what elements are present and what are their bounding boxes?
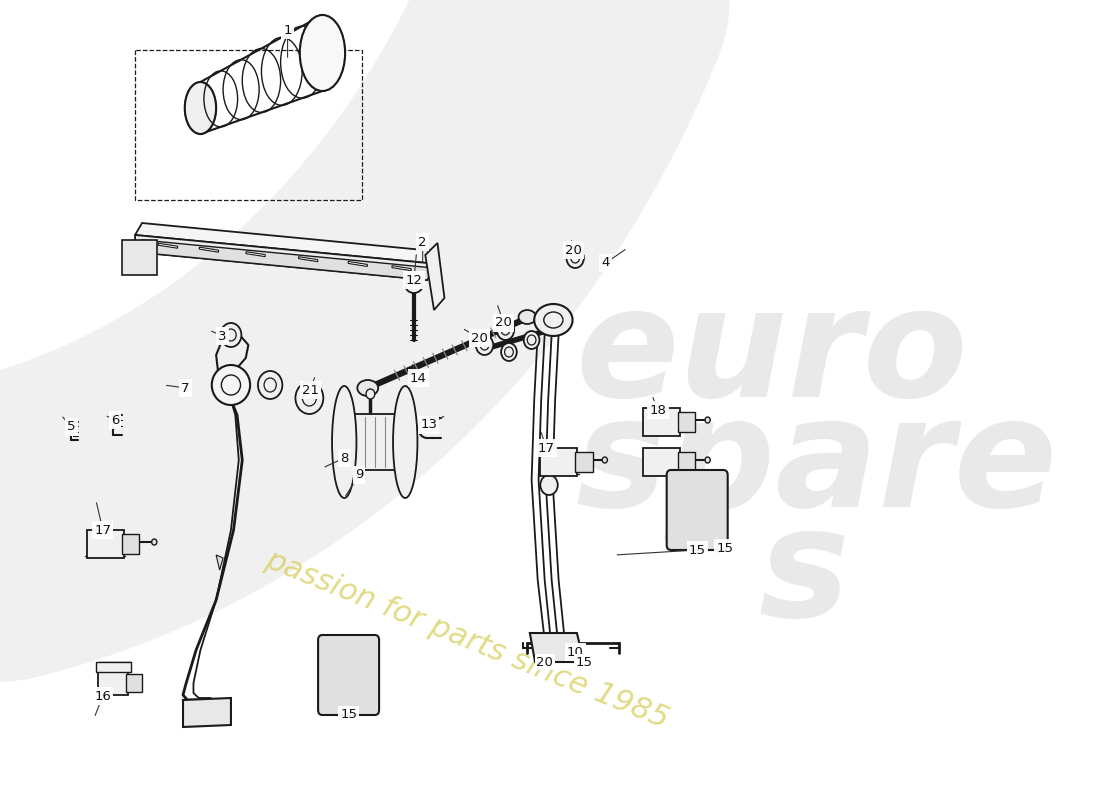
Polygon shape (122, 240, 157, 275)
Bar (644, 408, 680, 436)
Ellipse shape (524, 331, 539, 349)
Circle shape (366, 389, 375, 399)
Text: 7: 7 (182, 382, 190, 394)
Text: 15: 15 (716, 542, 734, 554)
Ellipse shape (540, 475, 558, 495)
Text: 3: 3 (218, 330, 227, 342)
Bar (678, 452, 695, 472)
Polygon shape (246, 252, 265, 257)
Bar (87, 530, 123, 558)
Bar (96, 662, 131, 672)
Circle shape (296, 382, 323, 414)
Circle shape (602, 457, 607, 463)
Text: 20: 20 (565, 243, 582, 257)
Polygon shape (216, 555, 223, 570)
Ellipse shape (518, 310, 536, 324)
Ellipse shape (212, 365, 250, 405)
Text: s: s (758, 500, 849, 649)
FancyBboxPatch shape (667, 470, 728, 550)
Text: 13: 13 (420, 418, 438, 431)
Text: 20: 20 (536, 655, 553, 669)
Ellipse shape (393, 386, 417, 498)
Bar (644, 448, 680, 476)
Circle shape (220, 323, 241, 347)
Text: 2: 2 (418, 235, 427, 249)
Ellipse shape (535, 304, 573, 336)
Bar (98, 670, 128, 695)
Text: 21: 21 (301, 383, 319, 397)
Bar (540, 448, 576, 476)
Polygon shape (135, 223, 435, 263)
Polygon shape (392, 266, 411, 270)
Bar (678, 412, 695, 432)
Text: 6: 6 (111, 414, 119, 426)
Text: 15: 15 (575, 655, 593, 669)
Text: 17: 17 (95, 523, 111, 537)
Text: 9: 9 (355, 469, 363, 482)
Polygon shape (426, 243, 444, 310)
Bar (122, 534, 140, 554)
Polygon shape (199, 247, 219, 252)
Polygon shape (349, 262, 367, 266)
Text: euro: euro (575, 280, 968, 429)
Circle shape (497, 320, 514, 340)
Text: 12: 12 (406, 274, 422, 286)
Text: 17: 17 (538, 442, 554, 454)
Ellipse shape (405, 277, 422, 293)
Text: 1: 1 (284, 23, 292, 37)
Text: 18: 18 (649, 403, 667, 417)
Text: 14: 14 (410, 371, 427, 385)
Polygon shape (135, 240, 435, 280)
Polygon shape (183, 698, 231, 727)
FancyBboxPatch shape (318, 635, 380, 715)
Text: spare: spare (575, 390, 1057, 539)
Ellipse shape (332, 386, 356, 498)
Polygon shape (158, 243, 177, 248)
Ellipse shape (502, 343, 517, 361)
Text: 15: 15 (689, 543, 706, 557)
Text: 16: 16 (95, 690, 111, 702)
Polygon shape (530, 633, 584, 662)
Text: passion for parts since 1985: passion for parts since 1985 (262, 546, 673, 734)
Circle shape (152, 539, 157, 545)
Text: 8: 8 (340, 451, 349, 465)
Circle shape (476, 335, 493, 355)
Ellipse shape (300, 15, 345, 91)
Circle shape (258, 371, 283, 399)
Ellipse shape (185, 82, 216, 134)
Ellipse shape (358, 380, 378, 396)
Text: 10: 10 (566, 646, 584, 658)
Bar (575, 452, 593, 472)
Polygon shape (135, 235, 427, 280)
Text: 20: 20 (471, 331, 487, 345)
Text: 5: 5 (67, 421, 76, 434)
Circle shape (705, 417, 711, 423)
Bar (126, 674, 142, 692)
Circle shape (566, 248, 584, 268)
Polygon shape (298, 257, 318, 262)
Circle shape (705, 457, 711, 463)
Text: 20: 20 (495, 317, 513, 330)
Text: 4: 4 (602, 257, 609, 270)
Text: 15: 15 (340, 709, 358, 722)
